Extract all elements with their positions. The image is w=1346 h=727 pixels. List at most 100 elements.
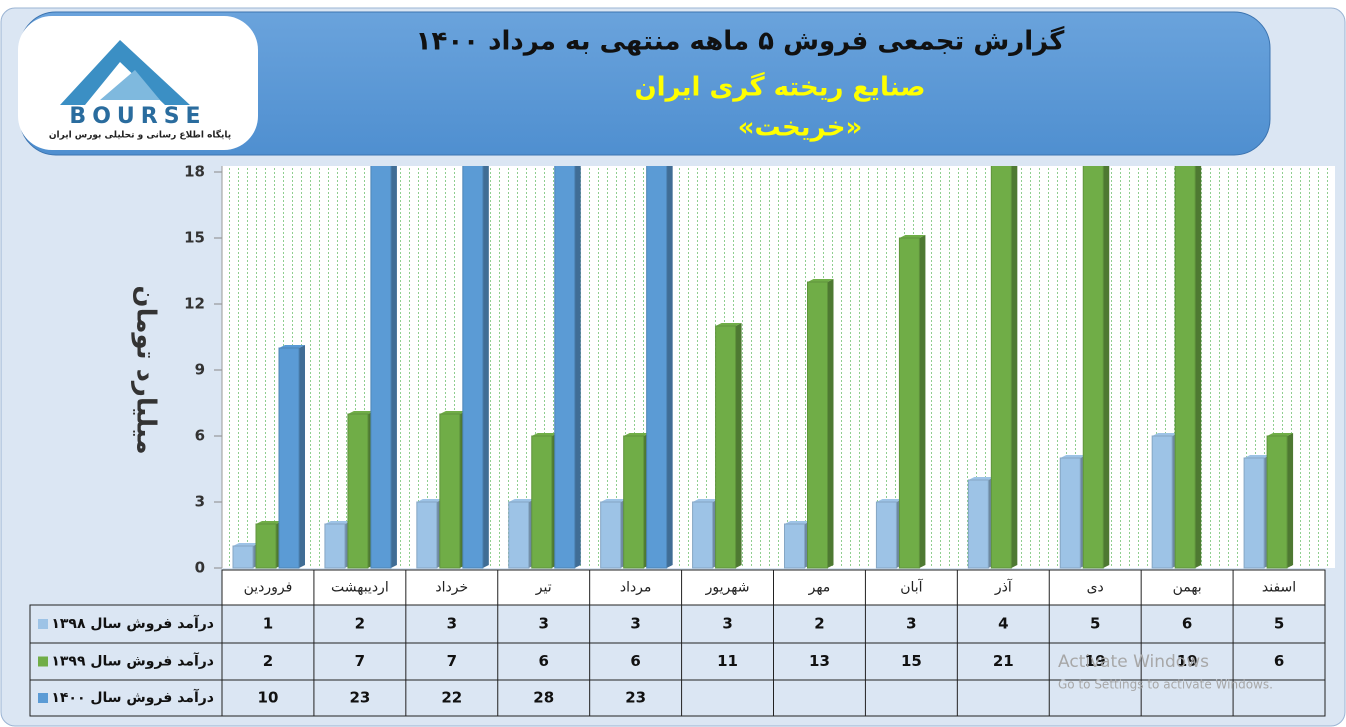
table-value: 5 (1274, 615, 1284, 633)
table-value: 23 (625, 689, 646, 707)
bar-top (324, 521, 351, 524)
bar (324, 523, 346, 569)
watermark-title: Activate Windows (1058, 652, 1209, 672)
x-tick-label: اسفند (1262, 580, 1296, 596)
bar-top (968, 477, 995, 480)
bar-top (416, 499, 443, 502)
table-value: 2 (355, 615, 365, 633)
bar-top (876, 499, 903, 502)
bar (531, 435, 553, 569)
bar (416, 501, 438, 569)
y-tick-label: 3 (195, 493, 205, 511)
table-value: 11 (717, 652, 738, 670)
table-value: 6 (630, 652, 640, 670)
legend-swatch (38, 656, 48, 667)
bar-top (623, 433, 650, 436)
bar (1082, 166, 1104, 569)
y-tick-label: 15 (184, 229, 205, 247)
bar-top (256, 521, 282, 524)
table-value: 28 (533, 689, 554, 707)
table-value: 22 (441, 689, 462, 707)
x-tick-label: بهمن (1173, 580, 1202, 596)
table-value: 10 (258, 689, 279, 707)
table-value: 21 (993, 652, 1014, 670)
bar-top (439, 411, 466, 414)
table-value: 7 (447, 652, 457, 670)
legend-label: درآمد فروش سال ۱۳۹۹ (51, 652, 214, 670)
y-axis-label: میلیارد تومان (131, 285, 161, 454)
table-value: 15 (901, 652, 922, 670)
bar-top (508, 499, 535, 502)
bar (278, 347, 300, 569)
x-tick-label: فروردین (244, 580, 293, 596)
bar-side (919, 235, 926, 568)
watermark-text: Go to Settings to activate Windows. (1058, 678, 1273, 692)
bar-top (692, 499, 719, 502)
bar (347, 413, 369, 569)
bar-top (279, 345, 305, 348)
bar (370, 166, 392, 569)
table-value: 6 (1182, 615, 1192, 633)
bar-side (390, 166, 397, 568)
plot-pattern (222, 166, 1335, 568)
bar-top (899, 235, 926, 238)
table-value: 3 (630, 615, 640, 633)
legend-label: درآمد فروش سال ۱۳۹۸ (51, 614, 214, 632)
bar-side (827, 279, 834, 568)
table-bg (29, 604, 1326, 717)
logo-shape (60, 40, 190, 105)
bar-side (482, 166, 489, 568)
bars (232, 166, 1294, 569)
table-value: 2 (263, 652, 273, 670)
x-tick-label: مهر (808, 580, 831, 596)
table-value: 19 (1085, 652, 1106, 670)
x-tick-label: تیر (535, 580, 552, 596)
bar-side (1103, 166, 1110, 568)
y-tick-label: 12 (184, 295, 205, 313)
x-tick-label: آبان (900, 579, 923, 596)
bar-top (600, 499, 627, 502)
bar (807, 281, 828, 569)
bar-side (735, 323, 742, 568)
table-value: 6 (538, 652, 548, 670)
y-tick-label: 18 (184, 163, 205, 181)
chart-title: گزارش تجمعی فروش ۵ ماهه منتهی به مرداد ۱… (416, 26, 1066, 57)
bar-top (715, 323, 742, 326)
y-tick-label: 6 (195, 427, 205, 445)
bar (692, 501, 714, 569)
bar (600, 501, 622, 569)
table-value: 23 (349, 689, 370, 707)
x-tick-label: دی (1087, 580, 1104, 596)
bar (232, 545, 254, 569)
bar (1266, 435, 1288, 569)
bar-side (574, 166, 581, 568)
bar (715, 325, 737, 569)
x-tick-label: مرداد (620, 580, 652, 596)
bar (508, 501, 530, 569)
bar-side (1011, 166, 1018, 568)
bar-top (1267, 433, 1294, 436)
bar (898, 237, 920, 569)
chart-subtitle: «خریخت» (738, 113, 863, 143)
bar-side (666, 166, 673, 568)
x-tick-label: آذر (994, 579, 1013, 596)
table-value: 2 (814, 615, 824, 633)
bar (1151, 435, 1173, 569)
bar-top (233, 543, 259, 546)
bar (623, 435, 645, 569)
bar (646, 166, 668, 569)
bar (554, 166, 576, 569)
table-value: 7 (355, 652, 365, 670)
table-value: 4 (998, 615, 1008, 633)
bar (439, 413, 461, 569)
x-tick-label: شهریور (705, 580, 750, 596)
bar (967, 479, 989, 569)
logo-text: BOURSE (69, 104, 206, 129)
bar (784, 523, 805, 569)
y-tick-label: 9 (195, 361, 205, 379)
bar-side (1195, 166, 1202, 568)
bar-side (1287, 433, 1294, 568)
table-value: 13 (809, 652, 830, 670)
